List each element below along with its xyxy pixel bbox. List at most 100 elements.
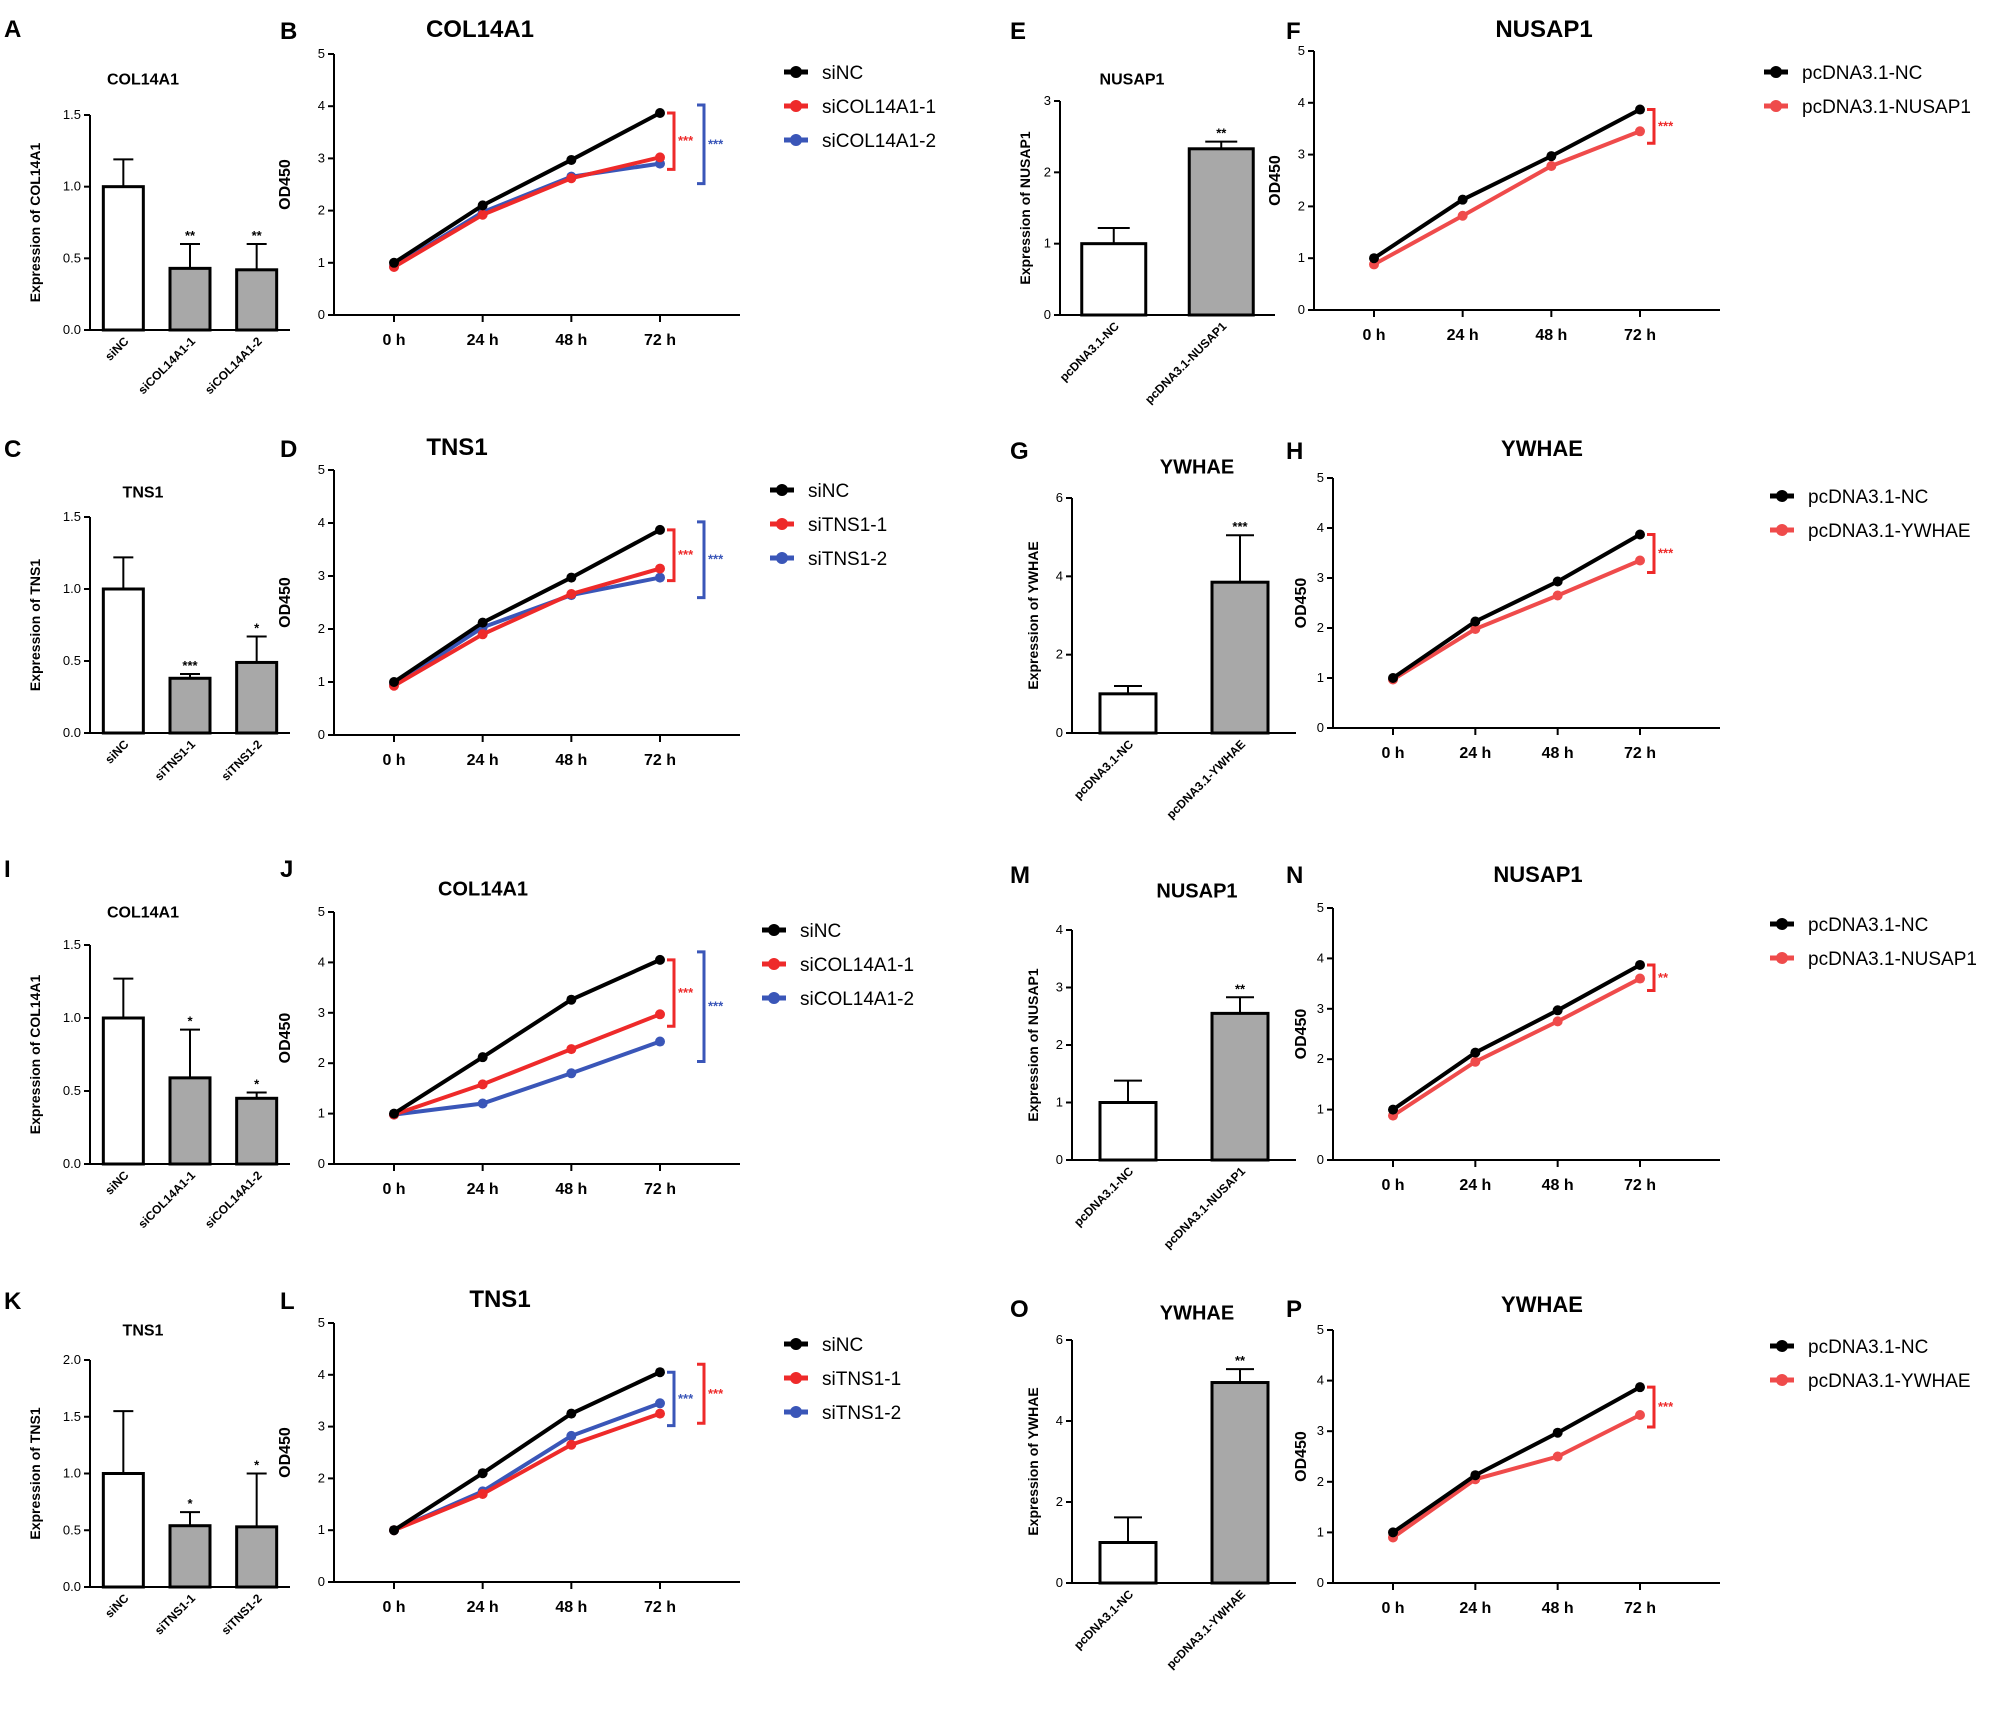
y-tick-label: 3 — [318, 1005, 325, 1020]
series-line — [1391, 1385, 1641, 1535]
y-tick-label: 4 — [1056, 1413, 1063, 1428]
x-tick-label: pcDNA3.1-NUSAP1 — [1142, 319, 1229, 406]
series-line — [1391, 963, 1641, 1112]
x-tick-label: 72 h — [1624, 327, 1656, 344]
y-tick-label: 0.5 — [63, 250, 81, 265]
panel-title: COL14A1 — [107, 71, 179, 88]
legend-label: siNC — [822, 63, 863, 84]
y-tick-label: 1 — [1317, 1102, 1324, 1117]
data-point — [655, 1398, 665, 1409]
bar — [101, 587, 145, 735]
x-tick-label: 48 h — [1542, 1177, 1574, 1194]
x-tick-label: 24 h — [1459, 745, 1491, 762]
panel-label: P — [1286, 1296, 1302, 1323]
x-tick-label: 0 h — [382, 1599, 405, 1616]
bar — [235, 1096, 279, 1166]
legend-swatch-dot — [776, 518, 788, 530]
bar — [168, 1076, 212, 1166]
data-point — [477, 1468, 488, 1479]
significance-bracket — [667, 958, 676, 1028]
legend-swatch-dot — [790, 66, 802, 78]
y-tick-label: 0 — [1317, 1152, 1324, 1167]
panel-label: K — [4, 1288, 22, 1315]
panel-title: NUSAP1 — [1156, 881, 1237, 903]
legend-label: siCOL14A1-1 — [800, 955, 914, 976]
data-point — [389, 257, 399, 268]
legend-swatch-dot — [1776, 952, 1788, 964]
data-point — [655, 1367, 665, 1378]
data-point — [477, 617, 488, 628]
significance-bracket — [1647, 108, 1656, 145]
y-tick-label: 0.5 — [63, 1083, 81, 1098]
legend-item: pcDNA3.1-NC — [1764, 63, 1922, 84]
x-tick-label: pcDNA3.1-YWHAE — [1164, 737, 1248, 821]
panel-B: B COL14A1 0 1 2 3 4 5 OD450 0 h 24 h 48 h 72 h *** ***… — [277, 16, 936, 349]
significance-label: * — [254, 621, 260, 636]
y-tick-label: 0.5 — [63, 1522, 81, 1537]
panel-title: TNS1 — [123, 1322, 164, 1339]
data-point — [655, 572, 665, 583]
y-tick-label: 3 — [1056, 980, 1063, 995]
panel-label: C — [4, 436, 21, 463]
legend-label: siTNS1-1 — [822, 1369, 901, 1390]
panel-P: P YWHAE 0 1 2 3 4 5 OD450 0 h 24 h 48 h 72 h *** pcDNA… — [1286, 1292, 1971, 1617]
data-point — [1470, 1056, 1481, 1067]
x-tick-label: 24 h — [1459, 1600, 1491, 1617]
series-line — [393, 1039, 661, 1117]
legend-label: pcDNA3.1-NC — [1808, 1337, 1928, 1358]
x-tick-label: siTNS1-1 — [152, 1591, 198, 1637]
y-axis-label: Expression of YWHAE — [1025, 541, 1041, 689]
series-line — [392, 528, 661, 684]
legend-label: siNC — [808, 481, 849, 502]
x-tick-label: siCOL14A1-1 — [135, 1168, 198, 1231]
significance-label: * — [187, 1496, 193, 1511]
panel-I: I COL14A1 0.0 0.5 1.0 1.5 Expression of COL14A… — [4, 856, 290, 1231]
y-tick-label: 2.0 — [63, 1352, 81, 1367]
y-tick-label: 5 — [1317, 1322, 1324, 1337]
series-line — [1373, 129, 1641, 267]
significance-bracket — [697, 950, 706, 1064]
significance-label: *** — [678, 547, 694, 562]
legend-label: siCOL14A1-2 — [822, 131, 936, 152]
y-tick-label: 1 — [318, 255, 325, 270]
x-tick-label: siCOL14A1-2 — [202, 1168, 265, 1231]
data-point — [1369, 253, 1379, 264]
y-tick-label: 1 — [1056, 1095, 1063, 1110]
data-point — [1635, 959, 1645, 970]
x-tick-label: 0 h — [1381, 745, 1404, 762]
panel-label: M — [1010, 862, 1030, 889]
significance-label: *** — [708, 552, 724, 567]
x-tick-label: 0 h — [1381, 1177, 1404, 1194]
y-tick-label: 5 — [318, 1315, 325, 1330]
y-tick-label: 3 — [1044, 93, 1051, 108]
legend-swatch-dot — [1770, 66, 1782, 78]
legend-item: pcDNA3.1-NUSAP1 — [1764, 97, 1971, 118]
x-tick-label: siCOL14A1-1 — [135, 334, 198, 397]
x-tick-label: 24 h — [467, 1181, 499, 1198]
panel-H: H YWHAE 0 1 2 3 4 5 OD450 0 h 24 h 48 h 72 h *** pcDNA… — [1286, 436, 1971, 762]
y-tick-label: 0.0 — [63, 1156, 81, 1171]
data-point — [1546, 151, 1557, 162]
data-point — [1470, 616, 1481, 627]
legend-item: siCOL14A1-1 — [784, 97, 936, 118]
x-tick-label: siCOL14A1-2 — [202, 334, 265, 397]
panel-A: A COL14A1 0.0 0.5 1.0 1.5 Expression of COL14A… — [4, 16, 290, 397]
x-tick-label: pcDNA3.1-YWHAE — [1164, 1587, 1248, 1671]
x-tick-label: pcDNA3.1-NUSAP1 — [1161, 1164, 1248, 1251]
y-tick-label: 1.5 — [63, 107, 81, 122]
legend-label: siTNS1-2 — [808, 549, 887, 570]
y-tick-label: 5 — [1298, 43, 1305, 58]
data-point — [477, 1052, 488, 1063]
data-point — [389, 1525, 399, 1536]
y-tick-label: 6 — [1056, 1332, 1063, 1347]
significance-label: *** — [182, 658, 198, 673]
x-tick-label: 0 h — [382, 1181, 405, 1198]
y-axis-label: Expression of NUSAP1 — [1025, 968, 1041, 1121]
x-tick-label: siTNS1-2 — [219, 737, 265, 783]
data-point — [655, 1036, 665, 1047]
y-tick-label: 4 — [318, 515, 325, 530]
x-tick-label: 24 h — [467, 752, 499, 769]
legend-item: pcDNA3.1-YWHAE — [1770, 521, 1971, 542]
data-point — [389, 677, 399, 687]
